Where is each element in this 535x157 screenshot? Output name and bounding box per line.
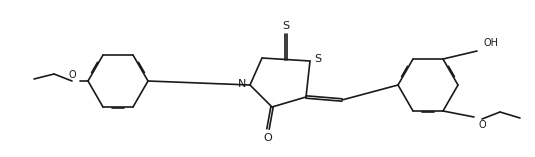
Text: O: O bbox=[68, 70, 76, 80]
Text: N: N bbox=[238, 79, 246, 89]
Text: S: S bbox=[282, 21, 289, 31]
Text: OH: OH bbox=[483, 38, 498, 48]
Text: O: O bbox=[478, 120, 486, 130]
Text: S: S bbox=[314, 54, 321, 64]
Text: O: O bbox=[264, 133, 272, 143]
